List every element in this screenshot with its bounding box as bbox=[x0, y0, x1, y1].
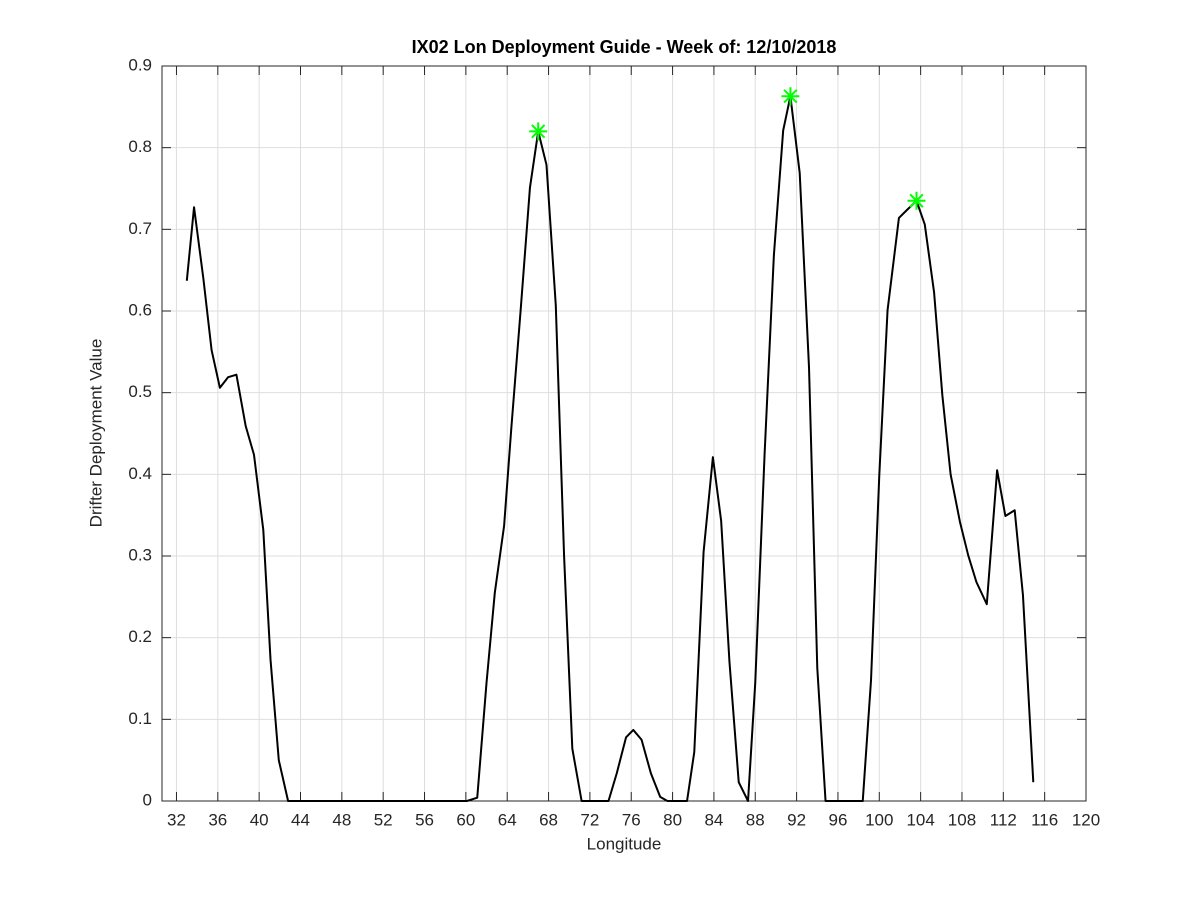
y-tick-label: 0.9 bbox=[128, 55, 152, 74]
x-tick-label: 68 bbox=[539, 810, 558, 829]
x-tick-label: 52 bbox=[374, 810, 393, 829]
chart-title: IX02 Lon Deployment Guide - Week of: 12/… bbox=[412, 37, 837, 57]
y-tick-label: 0.4 bbox=[128, 464, 152, 483]
y-tick-label: 0.5 bbox=[128, 382, 152, 401]
y-axis-label: Drifter Deployment Value bbox=[86, 339, 105, 528]
x-tick-label: 40 bbox=[250, 810, 269, 829]
y-tick-label: 0.1 bbox=[128, 709, 152, 728]
y-tick-label: 0 bbox=[143, 790, 152, 809]
x-tick-label: 120 bbox=[1072, 810, 1100, 829]
x-tick-label: 104 bbox=[906, 810, 934, 829]
peak-marker bbox=[907, 191, 926, 210]
x-tick-label: 88 bbox=[746, 810, 765, 829]
x-axis-label: Longitude bbox=[587, 834, 662, 853]
x-tick-label: 96 bbox=[828, 810, 847, 829]
x-tick-label: 60 bbox=[456, 810, 475, 829]
x-tick-label: 64 bbox=[498, 810, 517, 829]
y-tick-label: 0.2 bbox=[128, 627, 152, 646]
x-tick-label: 116 bbox=[1031, 810, 1058, 829]
data-line bbox=[185, 95, 1035, 802]
x-tick-label: 108 bbox=[948, 810, 976, 829]
y-tick-label: 0.7 bbox=[128, 219, 152, 238]
x-tick-label: 36 bbox=[208, 810, 227, 829]
peak-marker bbox=[781, 87, 800, 106]
x-tick-label: 80 bbox=[663, 810, 682, 829]
y-tick-label: 0.6 bbox=[128, 300, 152, 319]
x-tick-label: 84 bbox=[704, 810, 723, 829]
x-tick-label: 72 bbox=[580, 810, 599, 829]
x-tick-label: 32 bbox=[167, 810, 186, 829]
x-tick-label: 112 bbox=[990, 810, 1017, 829]
peak-marker bbox=[529, 122, 548, 141]
y-tick-label: 0.8 bbox=[128, 137, 152, 156]
x-tick-label: 76 bbox=[622, 810, 641, 829]
x-tick-label: 48 bbox=[332, 810, 351, 829]
x-tick-label: 56 bbox=[415, 810, 434, 829]
y-tick-label: 0.3 bbox=[128, 545, 152, 564]
plot-frame bbox=[161, 65, 1087, 802]
x-tick-label: 44 bbox=[291, 810, 310, 829]
x-tick-label: 100 bbox=[865, 810, 893, 829]
x-tick-label: 92 bbox=[787, 810, 806, 829]
